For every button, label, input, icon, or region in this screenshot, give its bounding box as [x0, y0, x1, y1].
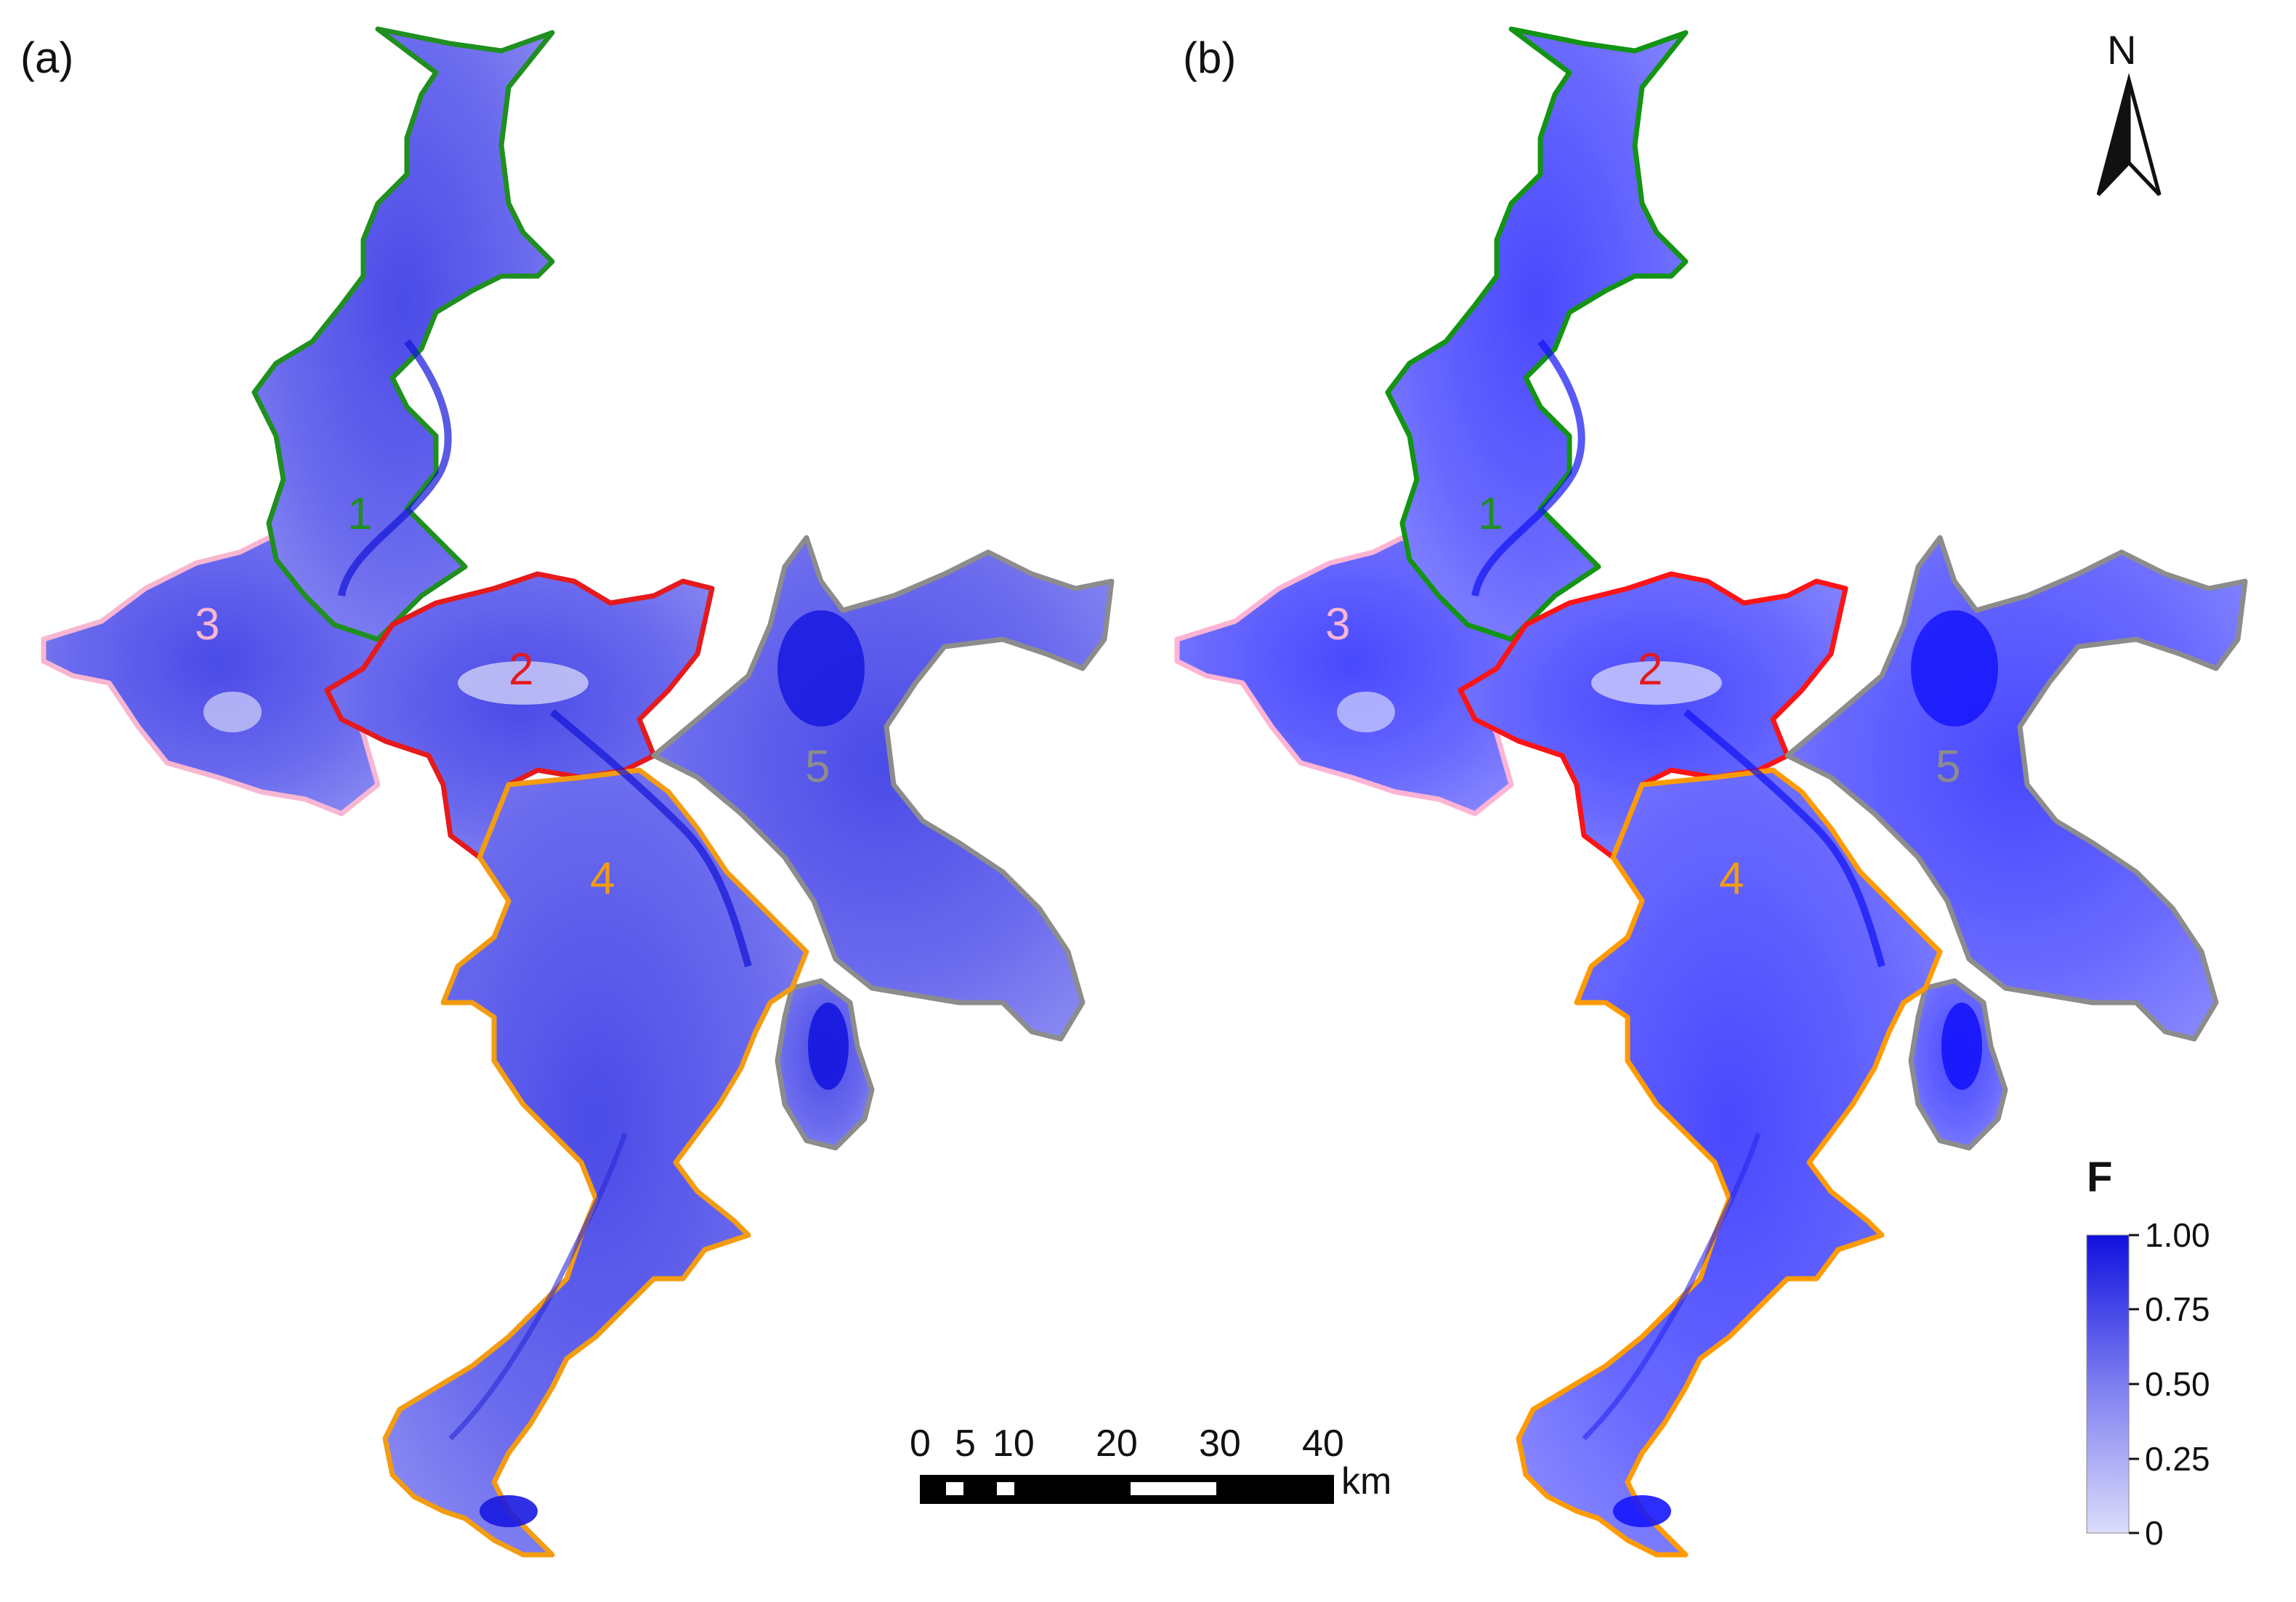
legend-tick-100: 1.00 [2145, 1216, 2210, 1254]
zone-label-2-a: 2 [509, 644, 533, 695]
zone-label-3-a: 3 [195, 599, 219, 650]
panel-b-label: (b) [1183, 33, 1236, 82]
scale-tick-10: 10 [993, 1423, 1035, 1465]
lake-map-a [44, 29, 1112, 1555]
zone-label-1-a: 1 [347, 489, 372, 539]
zone-label-4-b: 4 [1719, 854, 1744, 904]
legend-ticks [2129, 1234, 2139, 1534]
legend-tick-0: 0 [2145, 1514, 2164, 1552]
zone-label-5-a: 5 [805, 742, 830, 792]
panel-a: (a) 1 2 3 4 5 [20, 29, 1112, 1555]
north-label: N [2107, 27, 2136, 73]
legend-colorbar [2086, 1234, 2130, 1534]
scale-tick-20: 20 [1096, 1423, 1138, 1465]
scale-bar-segments [920, 1475, 1334, 1504]
panel-a-label: (a) [20, 33, 73, 82]
scale-tick-30: 30 [1199, 1423, 1241, 1465]
zone-label-4-a: 4 [590, 854, 615, 904]
scale-bar: 0 5 10 20 30 40 km [910, 1423, 1391, 1504]
lake-map-b [1177, 29, 2245, 1555]
zone-label-1-b: 1 [1478, 489, 1503, 539]
zone-label-3-b: 3 [1325, 599, 1350, 650]
north-arrow: N [2096, 27, 2162, 196]
legend: F 1.00 0.75 0.50 0.25 0 [2086, 1154, 2210, 1552]
legend-tick-025: 0.25 [2145, 1440, 2210, 1478]
scale-tick-40: 40 [1302, 1423, 1344, 1465]
scale-unit: km [1341, 1460, 1391, 1502]
legend-tick-075: 0.75 [2145, 1290, 2210, 1328]
scale-tick-0: 0 [910, 1423, 931, 1465]
legend-title: F [2087, 1154, 2112, 1201]
zone-label-5-b: 5 [1936, 742, 1960, 792]
scale-tick-5: 5 [955, 1423, 976, 1465]
panel-b: (b) 1 2 3 4 5 [1177, 29, 2245, 1555]
legend-tick-050: 0.50 [2145, 1365, 2210, 1403]
zone-label-2-b: 2 [1638, 644, 1662, 695]
